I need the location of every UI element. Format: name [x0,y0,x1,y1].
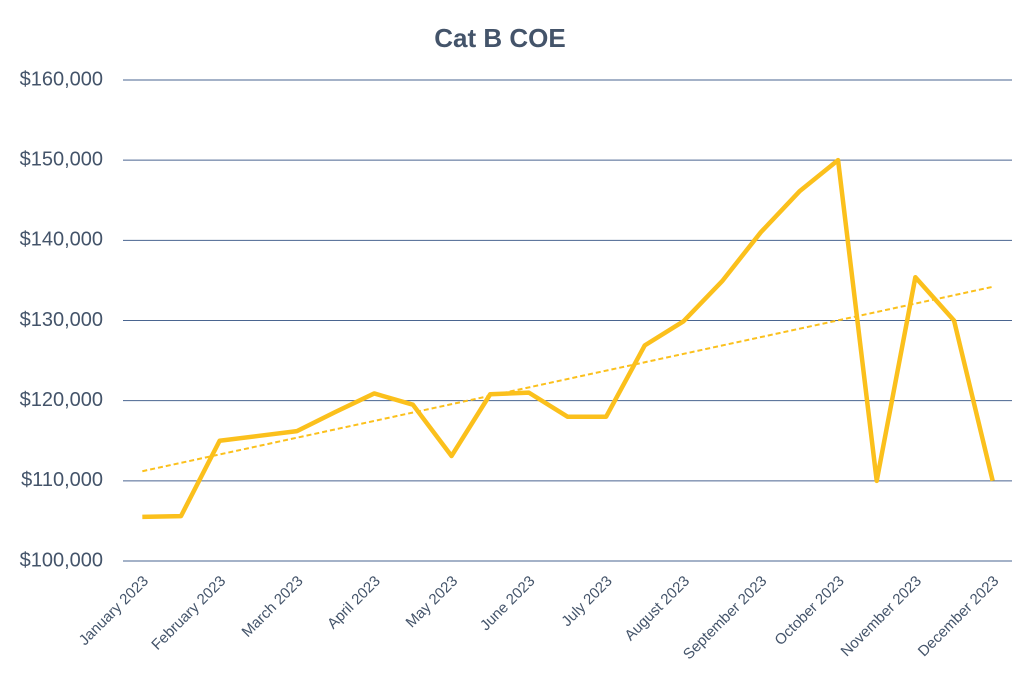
x-tick-label: July 2023 [558,573,615,630]
x-tick-label: October 2023 [771,573,847,649]
x-tick-label: June 2023 [477,573,539,635]
line-series [142,157,995,520]
y-tick-label: $120,000 [20,389,103,411]
y-tick-label: $110,000 [21,469,103,491]
trendline [142,285,993,473]
chart-title: Cat B COE [434,23,565,53]
x-tick-label: May 2023 [403,573,462,632]
x-tick-label: November 2023 [838,573,925,660]
y-tick-label: $100,000 [20,549,103,571]
x-tick-label: August 2023 [621,573,693,645]
x-tick-label: March 2023 [239,573,307,641]
x-tick-label: January 2023 [76,573,152,649]
y-tick-label: $160,000 [20,68,103,90]
x-tick-label: December 2023 [915,573,1002,660]
x-tick-label: February 2023 [148,573,229,654]
y-tick-label: $140,000 [20,229,103,251]
y-tick-label: $130,000 [20,309,103,331]
x-tick-label: April 2023 [324,573,384,633]
x-tick-label: September 2023 [680,573,770,663]
y-tick-label: $150,000 [20,148,103,170]
